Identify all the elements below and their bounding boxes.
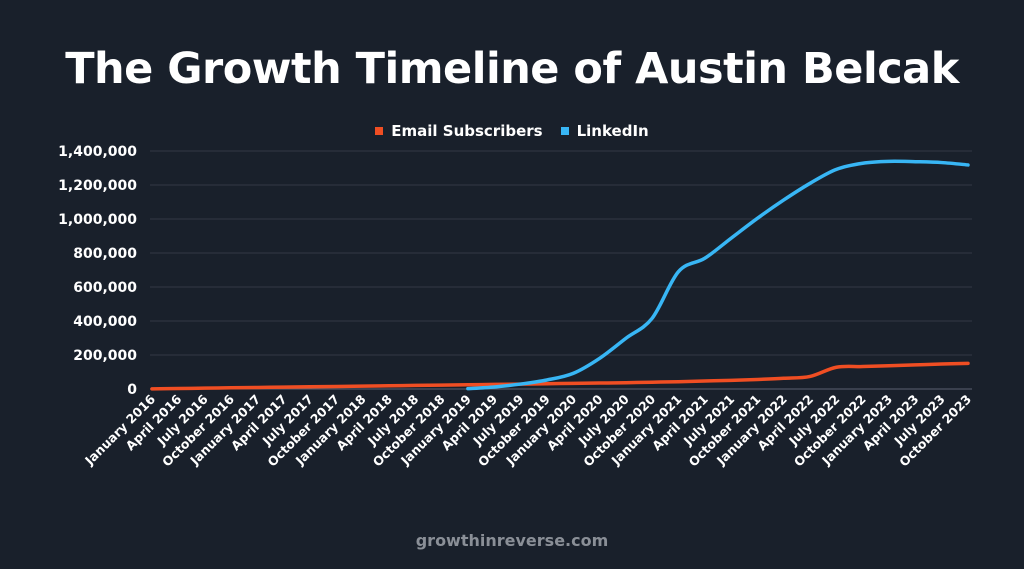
y-tick-label: 600,000 [73, 280, 137, 296]
footer-website: growthinreverse.com [415, 531, 609, 550]
legend-label-linkedin: LinkedIn [576, 122, 649, 140]
y-tick-label: 1,400,000 [58, 144, 137, 160]
y-tick-label: 800,000 [73, 246, 137, 262]
chart-title: The Growth Timeline of Austin Belcak [65, 44, 959, 94]
y-tick-label: 0 [127, 382, 137, 398]
legend-label-email: Email Subscribers [391, 122, 543, 140]
legend-item-email[interactable]: Email Subscribers [375, 122, 543, 140]
legend-item-linkedin[interactable]: LinkedIn [560, 122, 649, 140]
y-tick-label: 1,000,000 [58, 212, 137, 228]
legend-swatch-email [375, 127, 384, 135]
series-line-linkedin [466, 159, 970, 391]
legend-swatch-linkedin [560, 127, 569, 135]
series-line-email-subscribers [150, 361, 970, 391]
y-tick-label: 200,000 [73, 348, 137, 364]
legend: Email Subscribers LinkedIn [0, 122, 1024, 140]
y-tick-label: 1,200,000 [58, 178, 137, 194]
y-tick-label: 400,000 [73, 314, 137, 330]
